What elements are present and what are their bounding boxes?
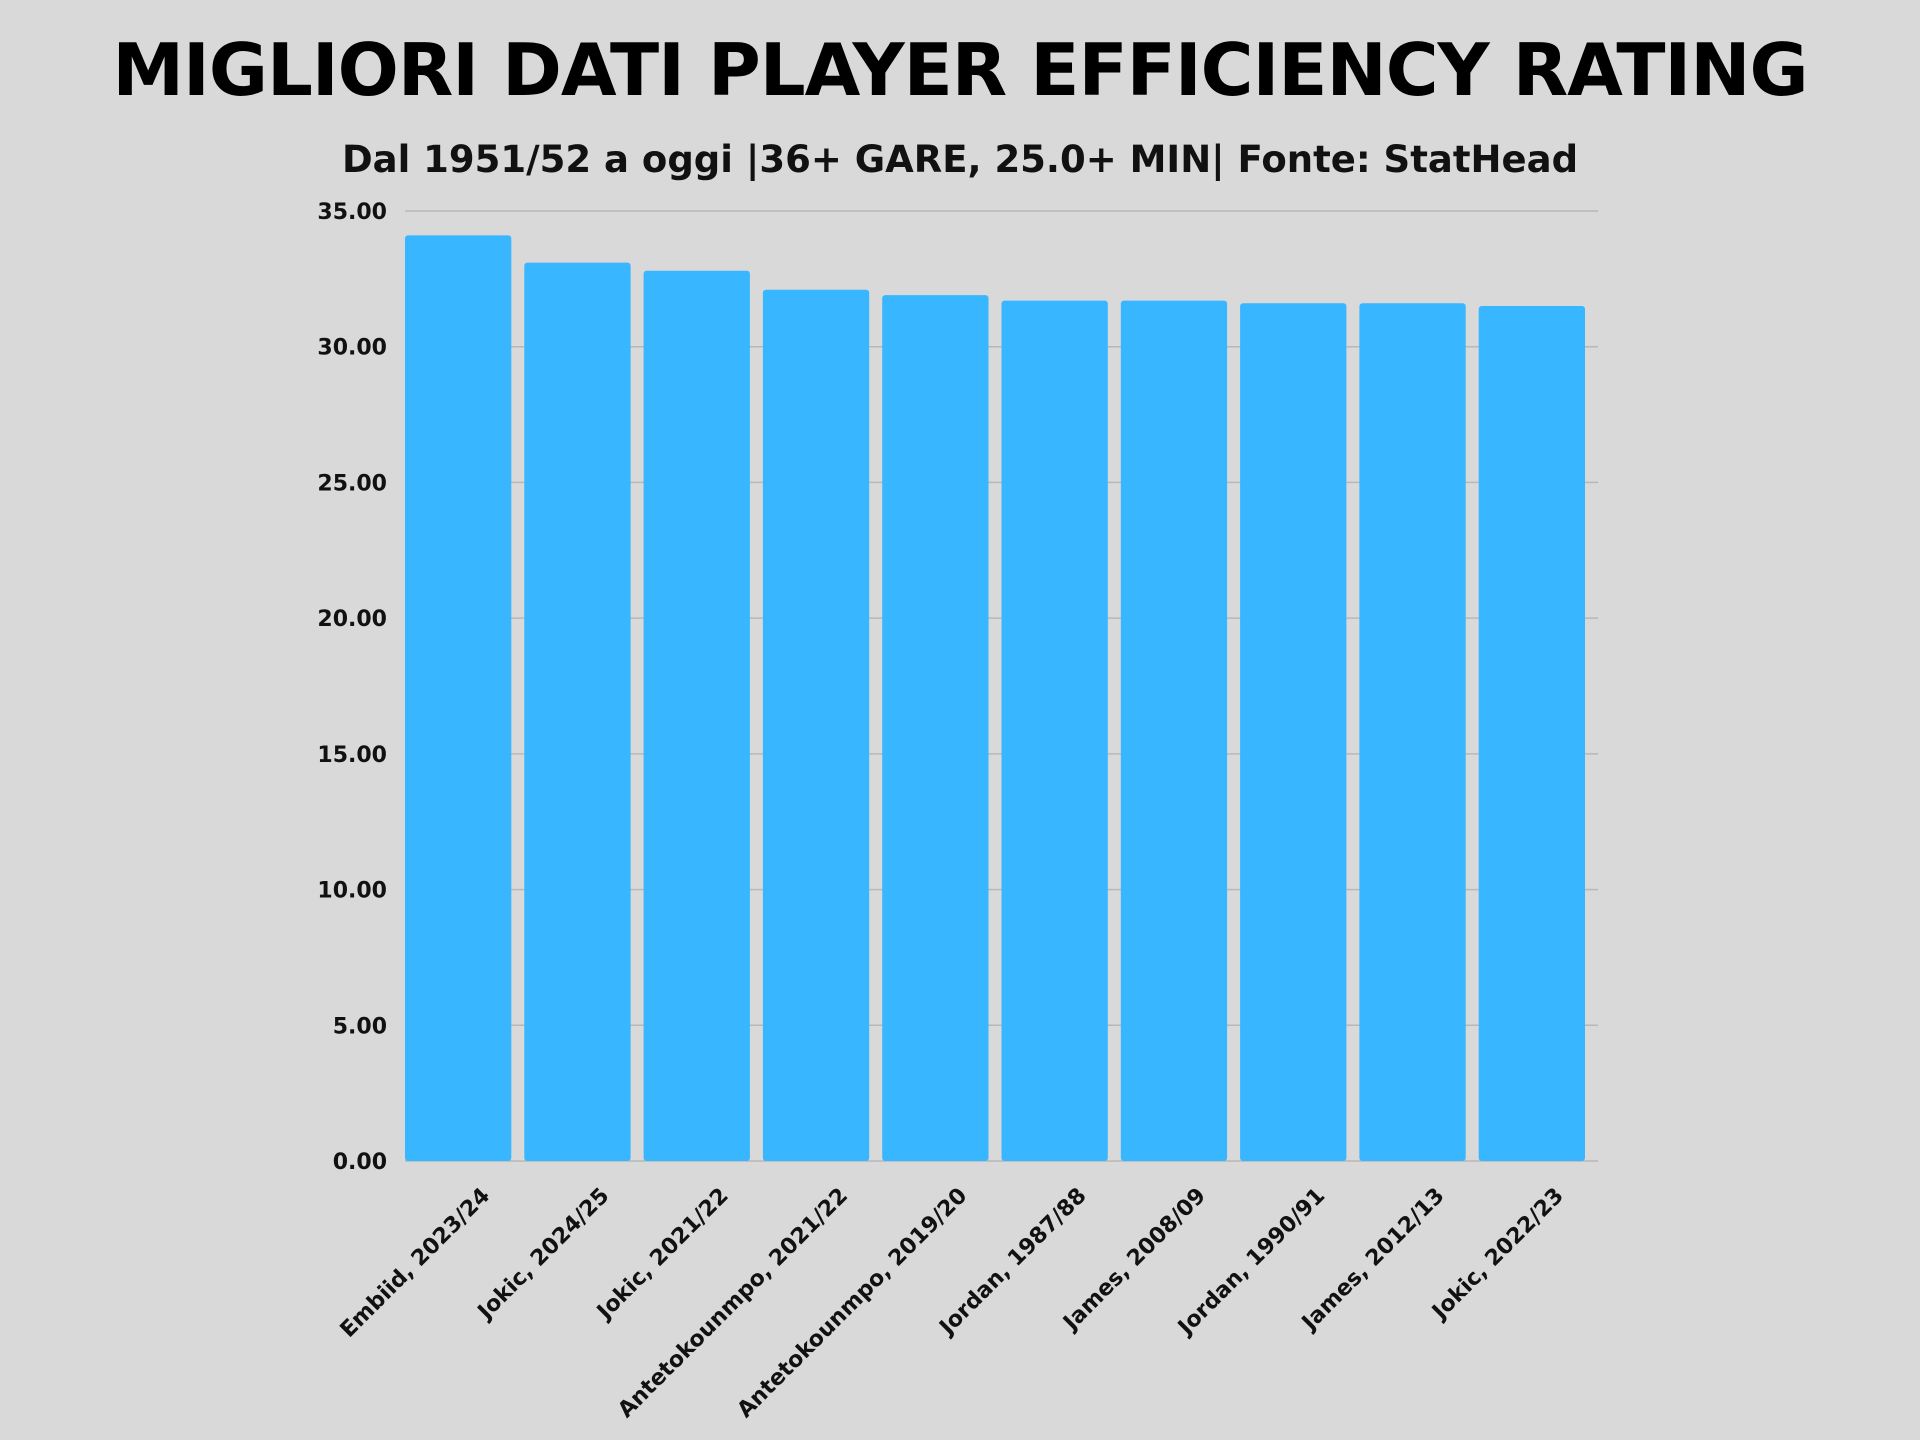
- y-tick-label: 15.00: [317, 743, 387, 768]
- y-tick-label: 20.00: [317, 607, 387, 632]
- y-tick-label: 5.00: [333, 1014, 387, 1039]
- bar: [1240, 303, 1347, 1161]
- x-category-label: Jokic, 2024/25: [472, 1183, 614, 1325]
- y-tick-label: 10.00: [317, 879, 387, 904]
- y-tick-label: 25.00: [317, 471, 387, 496]
- y-tick-label: 35.00: [317, 200, 387, 225]
- chart-title: MIGLIORI DATI PLAYER EFFICIENCY RATING: [112, 28, 1808, 112]
- y-axis-ticks: 0.00 5.00 10.00 15.00 20.00 25.00 30.00 35.00: [317, 200, 387, 1175]
- bar: [405, 235, 512, 1161]
- y-tick-label: 0.00: [333, 1150, 387, 1175]
- bar: [1478, 306, 1585, 1161]
- bar: [1359, 303, 1466, 1161]
- x-category-label: Embiid, 2023/24: [336, 1183, 495, 1342]
- x-category-label: Jokic, 2021/22: [591, 1183, 733, 1325]
- bar: [762, 289, 870, 1161]
- bar: [1120, 300, 1228, 1162]
- bars: [405, 235, 1585, 1162]
- chart-subtitle: Dal 1951/52 a oggi |36+ GARE, 25.0+ MIN|…: [341, 138, 1579, 181]
- x-category-label: Antetokounmpo, 2021/22: [613, 1183, 853, 1423]
- bar: [524, 262, 631, 1162]
- bar: [643, 270, 750, 1161]
- y-tick-label: 30.00: [317, 336, 387, 361]
- bar: [882, 295, 989, 1162]
- bar: [1001, 300, 1108, 1162]
- x-category-label: Antetokounmpo, 2019/20: [733, 1183, 973, 1423]
- x-category-label: Jokic, 2022/23: [1426, 1183, 1568, 1325]
